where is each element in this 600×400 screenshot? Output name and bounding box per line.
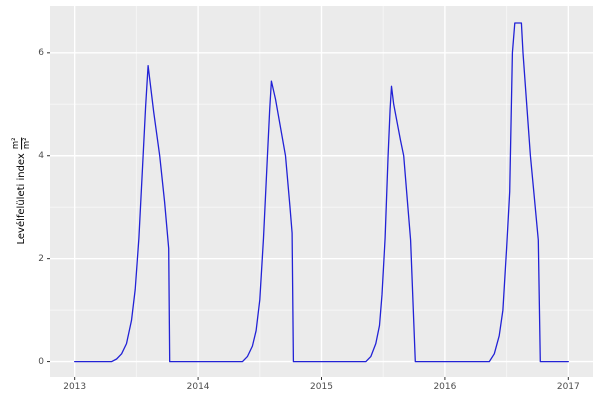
x-tick-label-2015: 2015: [310, 382, 333, 392]
unit-denominator: m²: [22, 137, 32, 150]
y-tick-label-4: 4: [38, 150, 44, 161]
y-axis-title: Levélfelületi index m² m²: [11, 137, 32, 245]
x-tick-label-2013: 2013: [63, 382, 87, 392]
y-axis-title-text: Levélfelületi index: [16, 153, 28, 245]
x-tick-label-2014: 2014: [186, 382, 210, 392]
x-tick-label-2017: 2017: [556, 382, 580, 392]
unit-numerator: m²: [11, 137, 22, 150]
y-tick-label-2: 2: [38, 253, 44, 264]
y-tick-label-0: 0: [38, 356, 44, 367]
lai-series-line: [74, 22, 569, 363]
y-axis-unit-fraction: m² m²: [11, 137, 32, 150]
x-tick-label-2016: 2016: [433, 382, 457, 392]
y-tick-label-6: 6: [38, 47, 44, 58]
